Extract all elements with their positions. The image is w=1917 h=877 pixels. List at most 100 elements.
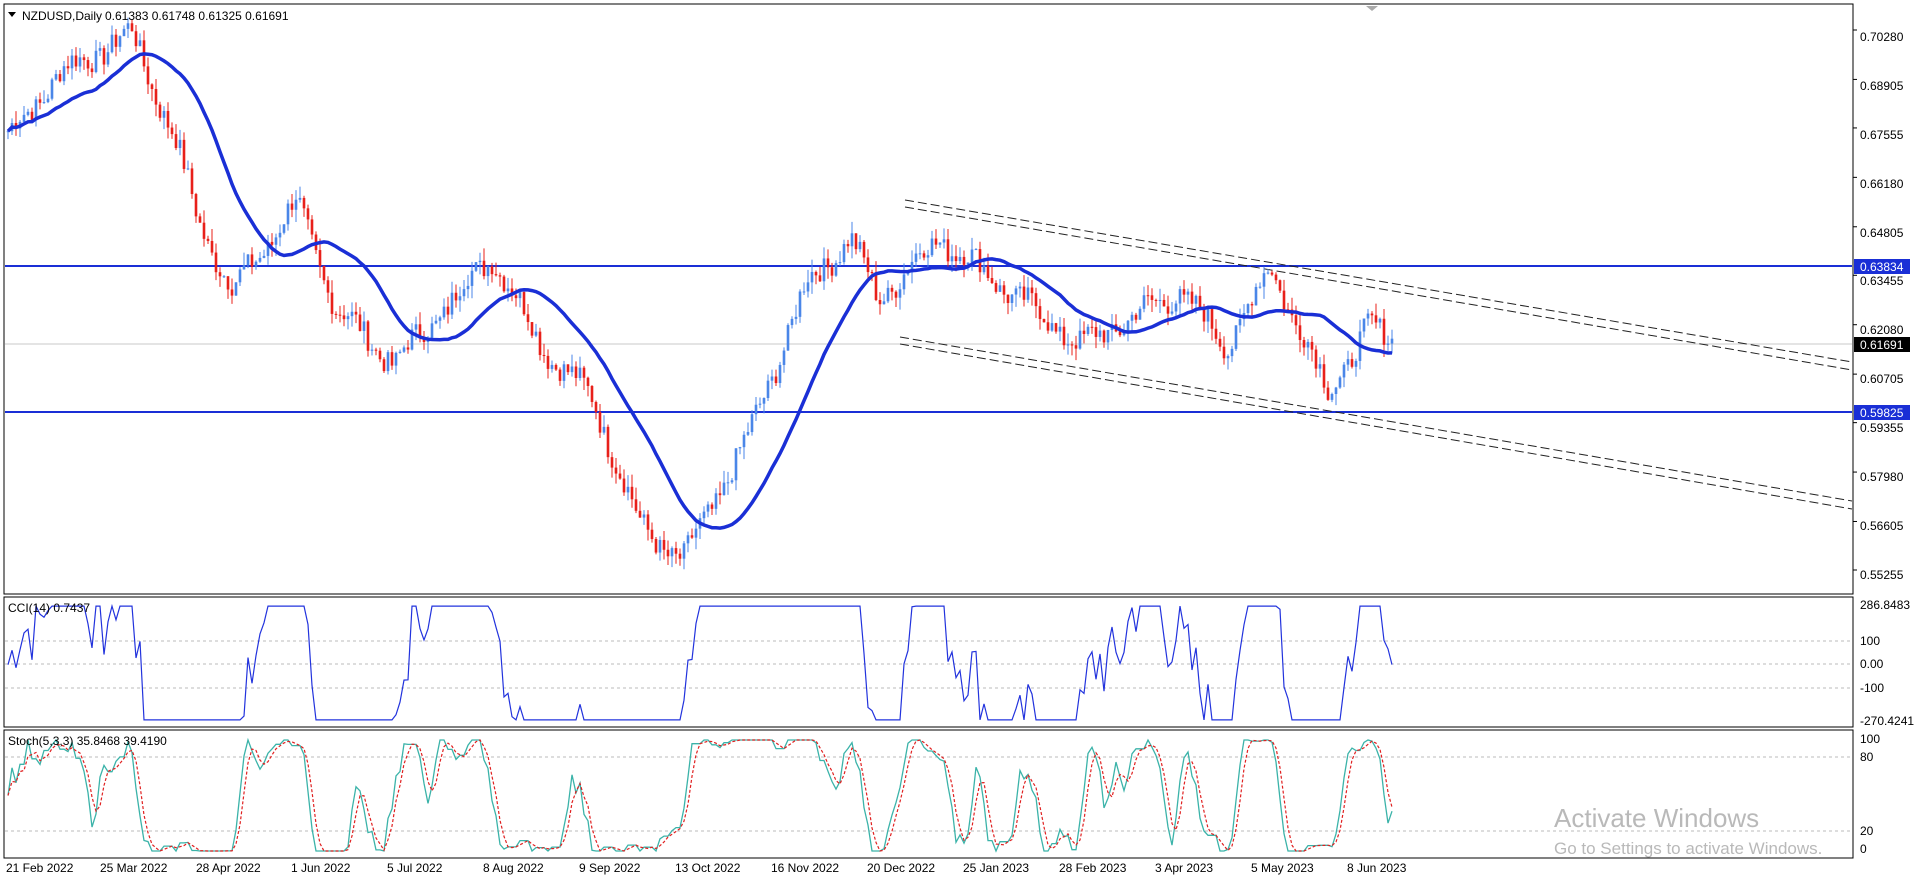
cci-tick: -100: [1860, 681, 1884, 695]
candle: [1210, 306, 1214, 341]
candle: [654, 537, 658, 555]
current-price-tag: 0.61691: [1860, 338, 1904, 352]
candle: [446, 296, 450, 324]
candle: [318, 238, 322, 278]
candle: [578, 356, 582, 381]
price-tick: 0.57980: [1860, 470, 1904, 484]
candle: [962, 250, 966, 278]
candle: [1214, 319, 1218, 344]
candle: [622, 469, 626, 496]
candle: [662, 531, 666, 560]
candle: [94, 39, 98, 74]
candle: [1154, 298, 1158, 307]
candle: [1010, 293, 1014, 312]
stoch-signal-line[interactable]: [7, 739, 1393, 852]
candle: [574, 361, 578, 387]
main-chart-pane[interactable]: [3, 3, 1854, 595]
candle: [1182, 280, 1186, 303]
candle: [1078, 318, 1082, 350]
candle: [286, 199, 290, 231]
candle: [226, 276, 230, 299]
candle: [150, 83, 154, 102]
price-tick: 0.59355: [1860, 421, 1904, 435]
cci-pane[interactable]: [3, 596, 1854, 728]
candle: [1022, 275, 1026, 307]
candle: [90, 63, 94, 78]
chart-shift-marker[interactable]: [1366, 6, 1378, 11]
candle: [22, 105, 26, 123]
candle: [926, 249, 930, 269]
candle: [1390, 329, 1394, 354]
price-tick: 0.70280: [1860, 30, 1904, 44]
candle: [430, 316, 434, 342]
candle: [598, 403, 602, 439]
cci-line[interactable]: [7, 603, 1393, 721]
candle: [114, 28, 118, 57]
candle: [258, 251, 262, 263]
candle: [338, 305, 342, 323]
candle: [1278, 279, 1282, 294]
candle: [82, 54, 86, 70]
price-tick: 0.60705: [1860, 372, 1904, 386]
candle: [1026, 276, 1030, 303]
descending-channel-upper[interactable]: [904, 199, 1853, 371]
price-tick: 0.64805: [1860, 226, 1904, 240]
candle: [858, 235, 862, 253]
candle: [902, 263, 906, 295]
candle: [170, 122, 174, 139]
time-label: 8 Aug 2022: [483, 861, 544, 875]
price-axis: [1853, 29, 1857, 571]
candle: [410, 323, 414, 351]
candle: [862, 240, 866, 264]
candle: [102, 45, 106, 75]
candle: [1250, 301, 1254, 317]
candle: [1186, 288, 1190, 305]
candle: [718, 481, 722, 505]
candle: [378, 347, 382, 363]
candle: [758, 397, 762, 409]
candle: [1086, 324, 1090, 336]
candle: [1342, 362, 1346, 388]
candle: [1042, 318, 1046, 323]
candle: [202, 210, 206, 247]
symbol-label: NZDUSD,Daily: [22, 9, 102, 23]
candle: [1238, 308, 1242, 333]
candle: [1302, 336, 1306, 356]
candle: [1134, 312, 1138, 324]
candle: [894, 290, 898, 307]
candle: [58, 69, 62, 83]
candle: [890, 284, 894, 301]
candle: [54, 69, 58, 81]
candle: [482, 248, 486, 280]
candle: [882, 293, 886, 305]
candle: [190, 162, 194, 199]
triangle-down-icon[interactable]: [8, 12, 16, 17]
candle: [658, 536, 662, 561]
candle: [1262, 266, 1266, 299]
candle: [1130, 311, 1134, 333]
candle: [402, 345, 406, 353]
level-lower-tag-bg: [1854, 405, 1910, 420]
candle: [570, 354, 574, 377]
descending-channel-lower[interactable]: [899, 336, 1853, 510]
cci-tick: 100: [1860, 634, 1880, 648]
candle: [390, 346, 394, 370]
candle: [1158, 288, 1162, 314]
candle: [566, 364, 570, 375]
candle: [310, 215, 314, 240]
candle: [498, 272, 502, 287]
candle: [474, 262, 478, 272]
price-tick: 0.55255: [1860, 568, 1904, 582]
candle: [1094, 320, 1098, 349]
time-label: 5 Jul 2022: [387, 861, 443, 875]
candle: [1198, 286, 1202, 311]
candle: [942, 228, 946, 249]
current-price-tag-bg: [1854, 337, 1910, 352]
candle: [790, 316, 794, 329]
candle: [1330, 392, 1334, 403]
candle: [214, 243, 218, 281]
candle: [1334, 386, 1338, 406]
moving-average-line[interactable]: [6, 52, 1393, 530]
candle: [1226, 354, 1230, 370]
